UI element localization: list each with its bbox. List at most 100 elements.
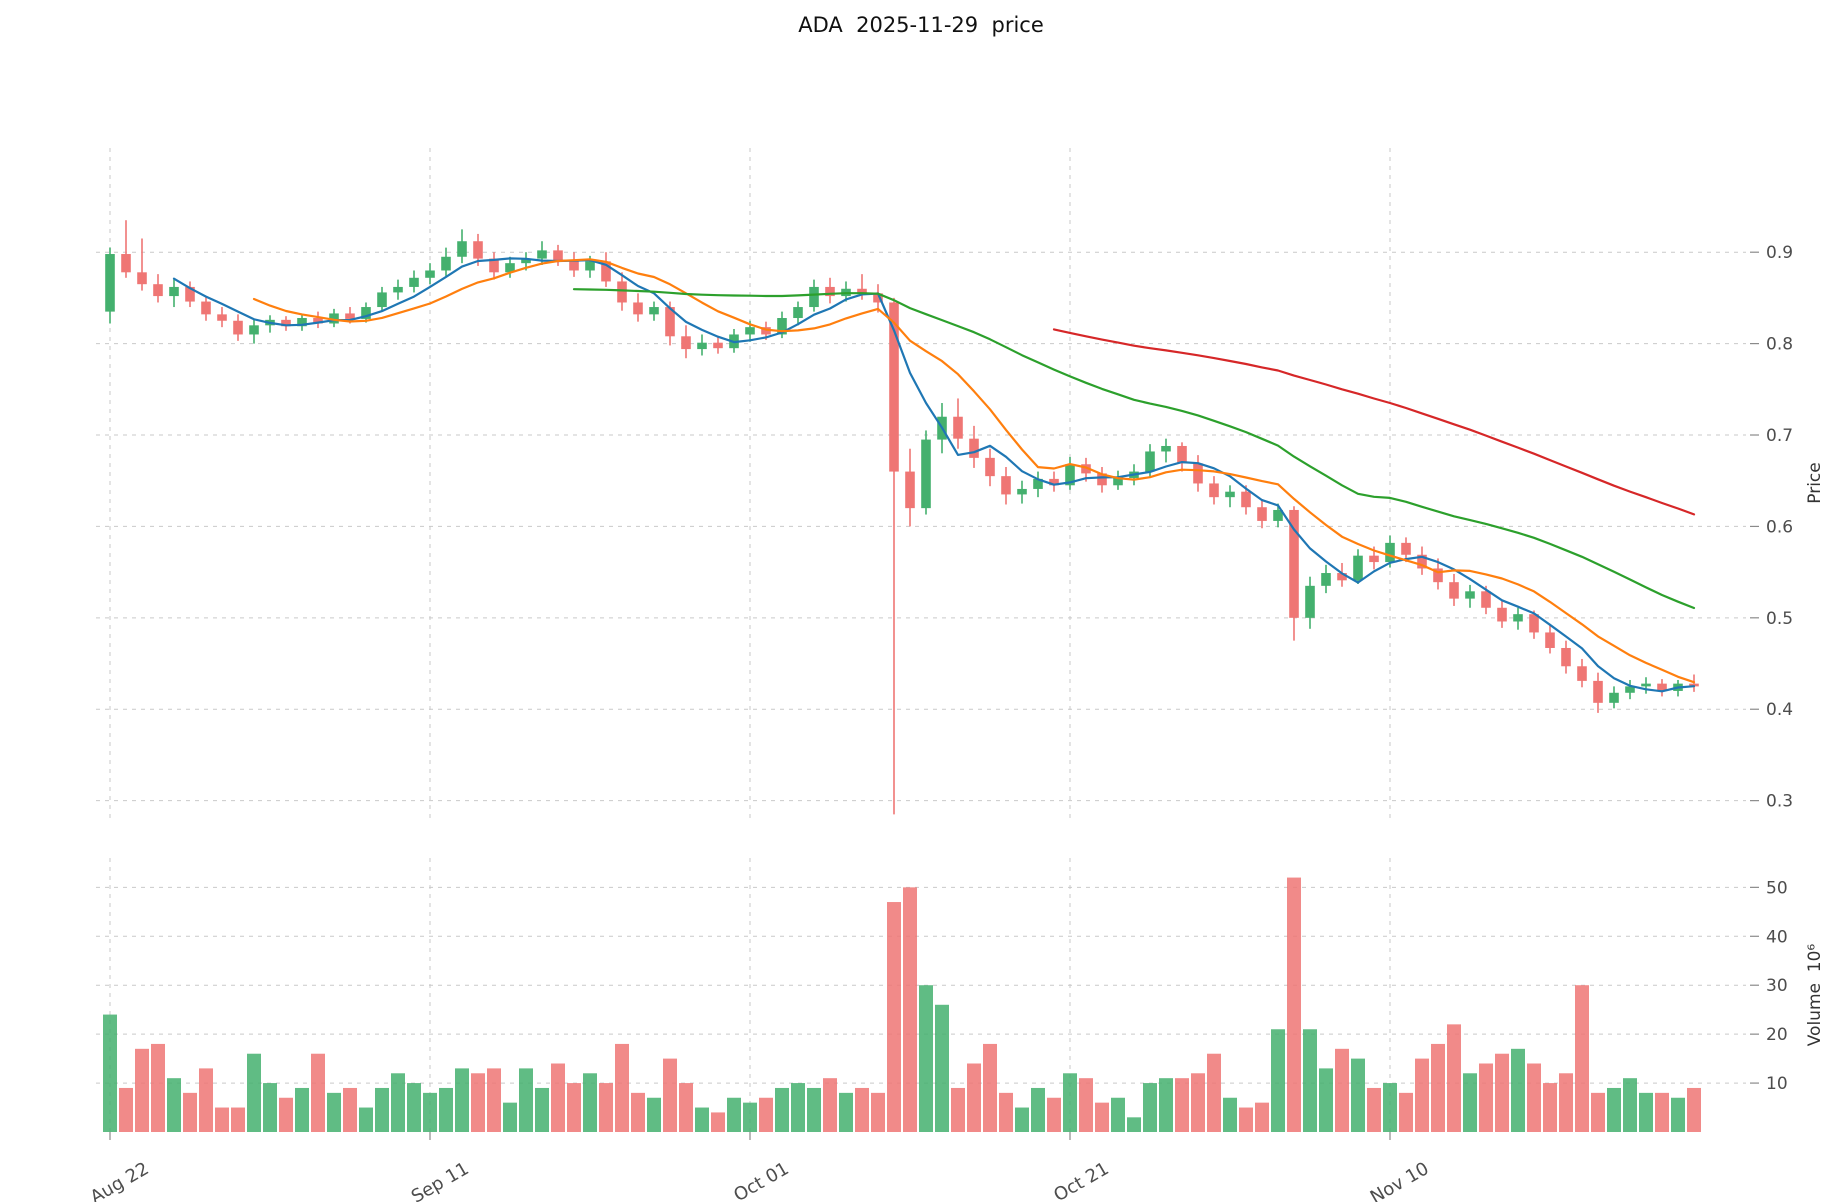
- candle-body: [873, 293, 883, 303]
- candle-body: [393, 286, 403, 293]
- price-tick-label: 0.9: [1766, 243, 1793, 263]
- volume-bar: [1463, 1073, 1477, 1132]
- candle-body: [745, 327, 755, 335]
- volume-bar: [887, 902, 901, 1132]
- volume-bar: [503, 1102, 517, 1132]
- ma-5-line: [172, 257, 1696, 693]
- candle-body: [1321, 573, 1331, 586]
- candle-body: [905, 471, 915, 509]
- volume-bar: [359, 1107, 373, 1132]
- volume-bar: [1015, 1107, 1029, 1132]
- volume-bar: [1495, 1053, 1509, 1132]
- volume-bar: [1559, 1073, 1573, 1132]
- volume-bar: [951, 1087, 965, 1132]
- candle-body: [1593, 680, 1603, 703]
- candle-body: [1545, 632, 1555, 648]
- candle-body: [585, 261, 595, 271]
- candle-body: [761, 327, 771, 335]
- volume-bar: [807, 1087, 821, 1132]
- candle-body: [1017, 488, 1027, 495]
- price-tick-label: 0.6: [1766, 517, 1793, 537]
- volume-bar: [519, 1068, 533, 1132]
- candle-body: [1609, 692, 1619, 703]
- price-tick-label: 0.7: [1766, 426, 1793, 446]
- volume-bar: [231, 1107, 245, 1132]
- candle-body: [1529, 614, 1539, 633]
- candle-body: [681, 336, 691, 350]
- volume-tick-label: 10: [1766, 1074, 1788, 1094]
- volume-bar: [1527, 1063, 1541, 1132]
- ma-60-line: [1052, 328, 1696, 516]
- volume-bar: [1335, 1048, 1349, 1132]
- volume-bar: [919, 985, 933, 1132]
- candle-body: [1625, 686, 1635, 693]
- candle-body: [665, 307, 675, 337]
- candle-body: [345, 313, 355, 319]
- candle-body: [457, 241, 467, 257]
- volume-bar: [151, 1043, 165, 1132]
- candle-body: [233, 320, 243, 335]
- candle-body: [1577, 666, 1587, 681]
- volume-bar: [775, 1087, 789, 1132]
- volume-bar: [1655, 1092, 1669, 1132]
- volume-bar: [423, 1092, 437, 1132]
- candle-body: [809, 286, 819, 308]
- candle-body: [985, 457, 995, 477]
- volume-bar: [695, 1107, 709, 1132]
- volume-bar: [1447, 1024, 1461, 1132]
- ma-10-line: [252, 258, 1696, 684]
- volume-bar: [855, 1087, 869, 1132]
- volume-bar: [1511, 1048, 1525, 1132]
- volume-bar: [1591, 1092, 1605, 1132]
- candle-body: [1049, 478, 1059, 486]
- volume-tick-label: 50: [1766, 878, 1788, 898]
- x-tick-label: Oct 21: [1050, 1158, 1112, 1202]
- volume-bar: [295, 1087, 309, 1132]
- volume-bar: [663, 1058, 677, 1132]
- volume-bar: [1127, 1117, 1141, 1132]
- volume-bar: [1607, 1087, 1621, 1132]
- volume-bar: [535, 1087, 549, 1132]
- candle-body: [857, 288, 867, 294]
- candles-layer: [105, 220, 1699, 815]
- candle-body: [1241, 491, 1251, 508]
- volume-tick-label: 30: [1766, 976, 1788, 996]
- candle-body: [697, 342, 707, 350]
- candle-body: [1257, 507, 1267, 521]
- volume-bar: [1207, 1053, 1221, 1132]
- price-tick-label: 0.4: [1766, 700, 1793, 720]
- volume-bar: [135, 1048, 149, 1132]
- candle-body: [1209, 483, 1219, 498]
- volume-axis-label: Volume 10⁶: [1805, 944, 1825, 1047]
- candle-body: [1273, 509, 1283, 521]
- volume-bar: [1319, 1068, 1333, 1132]
- volume-bar: [647, 1097, 661, 1132]
- volume-bar: [1079, 1078, 1093, 1132]
- candle-body: [1513, 614, 1523, 622]
- candle-body: [249, 325, 259, 335]
- volume-bar: [183, 1092, 197, 1132]
- candle-body: [297, 318, 307, 327]
- candle-body: [1449, 582, 1459, 599]
- candle-body: [889, 302, 899, 472]
- volume-bar: [407, 1083, 421, 1132]
- candle-body: [361, 307, 371, 319]
- candle-body: [1417, 554, 1427, 569]
- candle-body: [425, 270, 435, 278]
- candle-body: [1305, 585, 1315, 618]
- volume-bar: [999, 1092, 1013, 1132]
- volume-bar: [1303, 1029, 1317, 1132]
- volume-bar: [1431, 1043, 1445, 1132]
- volume-bar: [1063, 1073, 1077, 1132]
- volume-bar: [1351, 1058, 1365, 1132]
- volume-bar: [615, 1043, 629, 1132]
- volume-bar: [1159, 1078, 1173, 1132]
- candle-body: [473, 241, 483, 259]
- volume-bar: [791, 1083, 805, 1132]
- volume-bar: [1111, 1097, 1125, 1132]
- volume-bar: [487, 1068, 501, 1132]
- candle-body: [969, 438, 979, 458]
- volume-bar: [983, 1043, 997, 1132]
